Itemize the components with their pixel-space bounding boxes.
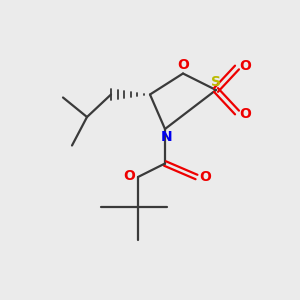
Text: O: O [239,107,251,121]
Text: S: S [211,75,221,88]
Text: O: O [177,58,189,72]
Text: O: O [239,59,251,73]
Text: O: O [124,169,136,182]
Text: N: N [161,130,172,144]
Text: O: O [199,170,211,184]
